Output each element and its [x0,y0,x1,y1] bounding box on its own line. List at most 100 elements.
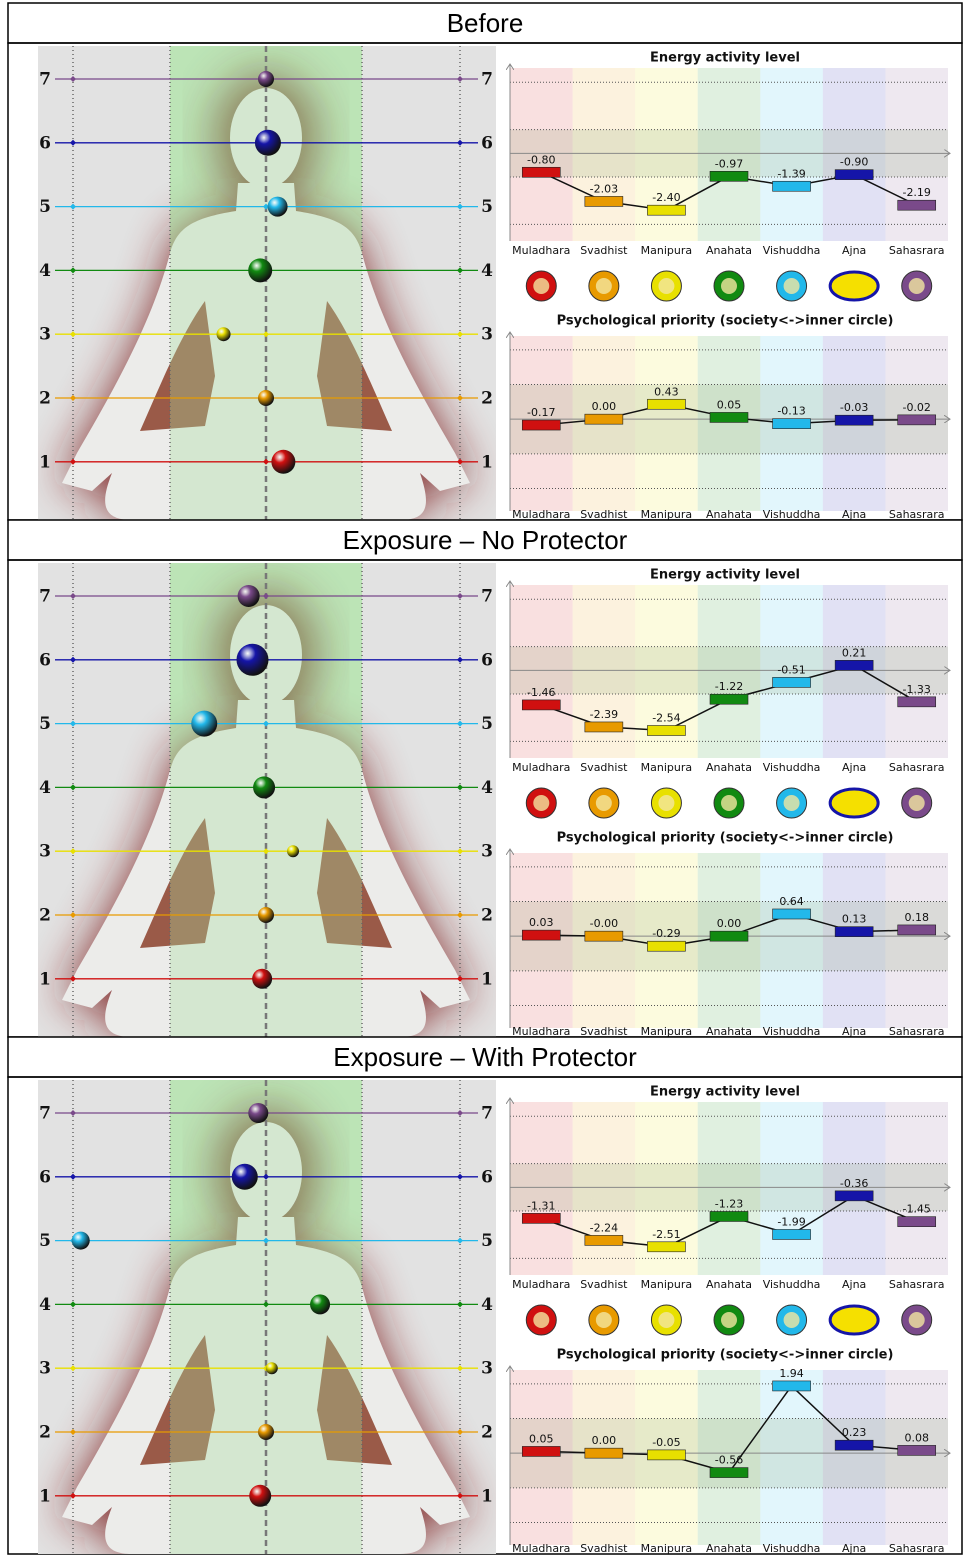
value-label: -1.23 [715,1197,743,1210]
chakra-icon-inner [658,795,675,811]
level-label: 3 [39,842,51,862]
value-label: -2.03 [590,182,618,195]
bar [709,693,749,705]
column-band [697,336,761,511]
value-label: 1.94 [779,1367,804,1380]
level-label: 1 [39,969,51,989]
category-label: Vishuddha [763,761,821,774]
level-label: 5 [39,714,51,734]
category-label: Ajna [842,508,866,521]
level-marker [457,912,463,918]
chakra-icon [828,787,880,819]
category-label: Anahata [706,1278,752,1291]
bar [521,1446,561,1457]
column-band [822,1102,886,1275]
level-marker [457,1110,463,1116]
category-label: Ajna [842,244,866,257]
column-band [510,853,573,1028]
level-label: 2 [39,389,51,409]
chakra-icon-inner [908,795,925,811]
bar [521,699,561,711]
value-label: -0.03 [840,401,868,414]
value-label: -1.22 [715,680,743,693]
level-label: 1 [481,1486,493,1506]
level-marker [457,1237,463,1244]
column-band [885,853,948,1028]
level-label: 2 [481,1423,493,1443]
category-label: Vishuddha [763,508,821,521]
chart-title: Psychological priority (society<->inner … [557,314,894,329]
bar [709,930,749,942]
chakra-icon-inner [533,1312,550,1328]
value-label: 0.21 [842,646,867,659]
level-marker [70,848,76,855]
level-label: 4 [481,1295,493,1315]
column-band [822,68,886,241]
level-marker [70,139,76,146]
level-marker [263,1301,269,1308]
category-label: Muladhara [512,1278,570,1291]
level-marker [70,1301,76,1308]
category-label: Sahasrara [889,244,945,257]
level-marker [457,76,463,82]
value-label: 0.00 [717,917,742,930]
value-label: 0.03 [529,916,554,929]
value-label: 0.23 [842,1426,867,1439]
column-band [885,585,948,758]
category-label: Svadhist [580,1025,628,1038]
chakra-icon-inner [658,1312,675,1328]
chart-title: Energy activity level [650,51,800,66]
section-title: Exposure – No Protector [343,525,628,555]
bar [772,418,811,429]
column-band [760,853,823,1028]
column-band [760,68,823,241]
chakra-ball [287,845,300,858]
value-label: -1.45 [902,1203,930,1216]
bar [647,940,686,952]
chakra-icon [828,1304,880,1336]
chakra-ball [248,258,273,283]
level-marker [457,1365,463,1372]
column-band [760,585,823,758]
category-label: Anahata [706,1025,752,1038]
level-marker [70,593,76,599]
category-label: Anahata [706,761,752,774]
category-label: Muladhara [512,1542,570,1555]
body-panel [38,1080,496,1554]
bar [647,725,686,736]
column-band [885,1102,948,1275]
level-marker [263,1237,269,1244]
level-marker [263,720,269,727]
column-band [510,1102,573,1275]
category-label: Anahata [706,508,752,521]
level-marker [457,656,463,663]
category-label: Muladhara [512,1025,570,1038]
level-marker [457,784,463,791]
category-label: Sahasrara [889,1278,945,1291]
level-marker [263,1173,269,1180]
value-label: -0.80 [527,153,555,166]
value-label: -2.54 [652,712,680,725]
chakra-ball [253,776,276,799]
level-marker [457,331,463,338]
level-marker [457,720,463,727]
column-band [697,68,761,241]
category-label: Svadhist [580,761,628,774]
value-label: -0.00 [590,917,618,930]
chakra-icon-inner [533,795,550,811]
column-band [510,68,573,241]
level-marker [70,912,76,918]
level-label: 4 [39,261,51,281]
bar [834,1439,874,1451]
bar [897,1445,937,1456]
value-label: 0.13 [842,913,867,926]
value-label: -0.36 [840,1177,868,1190]
level-marker [457,395,463,401]
chart: Energy activity level -1.46 Muladhara -2.39… [510,568,950,819]
category-label: Svadhist [580,244,628,257]
value-label: -1.33 [902,683,930,696]
level-label: 3 [39,325,51,345]
level-label: 7 [39,1104,51,1124]
bar [584,1235,624,1246]
